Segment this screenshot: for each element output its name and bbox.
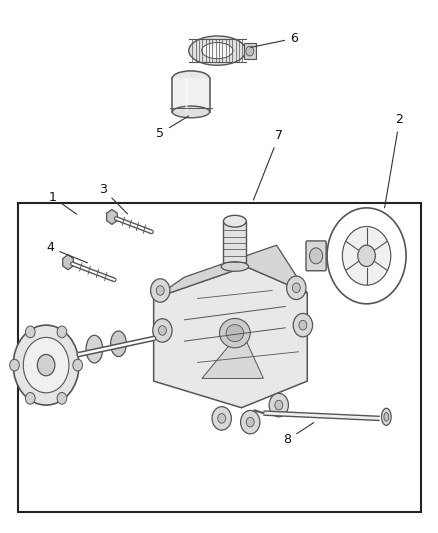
Circle shape [73,359,82,371]
Ellipse shape [381,408,390,425]
Circle shape [158,326,166,335]
Text: 2: 2 [384,114,403,208]
Ellipse shape [201,43,233,59]
Circle shape [293,313,312,337]
Circle shape [57,326,67,338]
Circle shape [357,245,374,266]
Text: 1: 1 [49,191,77,214]
Text: 4: 4 [46,241,87,263]
Circle shape [246,417,254,427]
Circle shape [150,279,170,302]
Ellipse shape [172,106,209,118]
Circle shape [23,337,69,393]
Ellipse shape [226,325,243,342]
Polygon shape [153,266,307,408]
Circle shape [152,319,172,342]
Text: 8: 8 [283,423,313,446]
Circle shape [156,286,164,295]
Ellipse shape [219,318,250,348]
Text: 3: 3 [99,183,127,214]
Bar [172,78,209,112]
Circle shape [25,392,35,404]
Circle shape [268,393,288,417]
Circle shape [298,320,306,330]
Bar [223,221,246,266]
Ellipse shape [223,215,246,227]
FancyBboxPatch shape [305,241,325,271]
Circle shape [25,326,35,338]
Circle shape [343,228,389,284]
Text: 5: 5 [156,116,188,140]
Circle shape [13,325,79,405]
Circle shape [217,414,225,423]
Text: 6: 6 [250,32,297,47]
Circle shape [274,400,282,410]
Polygon shape [63,255,73,270]
Circle shape [57,392,67,404]
Ellipse shape [86,335,102,363]
Ellipse shape [110,331,126,357]
Polygon shape [201,330,263,378]
Circle shape [37,354,55,376]
Circle shape [212,407,231,430]
Circle shape [240,410,259,434]
Ellipse shape [172,71,209,86]
Ellipse shape [188,36,245,66]
Ellipse shape [383,413,388,421]
Ellipse shape [221,262,248,271]
Bar [18,203,420,512]
Circle shape [245,46,253,56]
Circle shape [309,248,322,264]
Polygon shape [106,209,117,224]
Text: 7: 7 [253,130,282,200]
Bar [243,43,255,59]
Polygon shape [153,245,307,298]
Circle shape [10,359,19,371]
Circle shape [286,276,305,300]
Circle shape [292,283,300,293]
